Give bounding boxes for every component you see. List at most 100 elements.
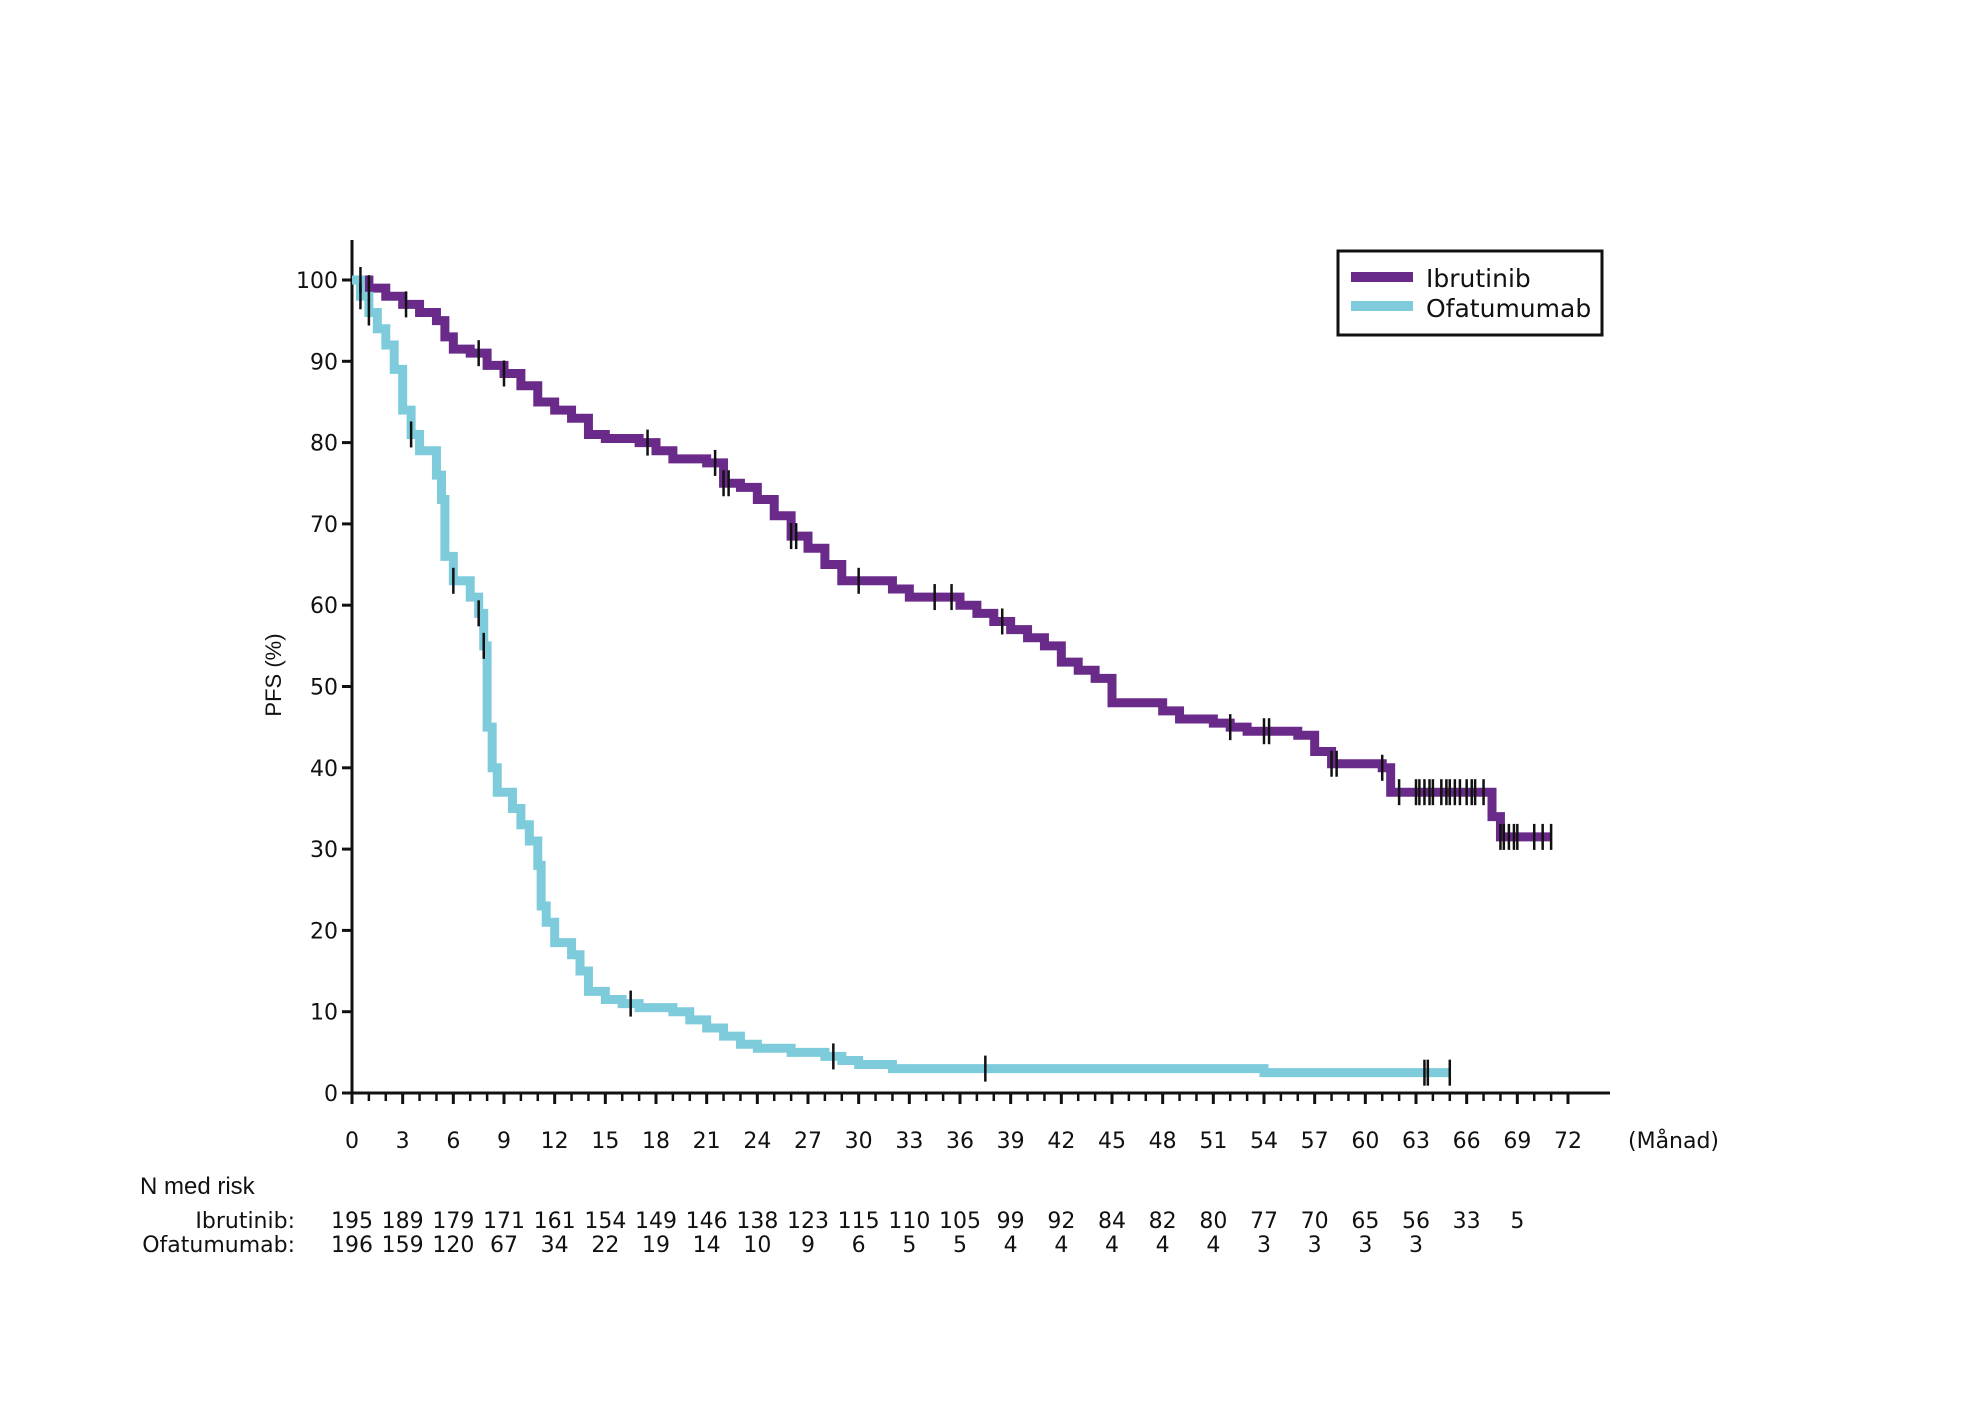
legend-label-ibrutinib: Ibrutinib (1426, 264, 1531, 293)
risk-value-ofatumumab: 5 (953, 1233, 967, 1258)
risk-value-ibrutinib: 56 (1402, 1209, 1430, 1234)
x-tick-label: 18 (642, 1129, 670, 1154)
risk-value-ibrutinib: 99 (997, 1209, 1025, 1234)
risk-row-label-ibrutinib: Ibrutinib: (195, 1209, 295, 1234)
x-tick-label: 39 (997, 1129, 1025, 1154)
risk-value-ofatumumab: 5 (902, 1233, 916, 1258)
risk-value-ibrutinib: 33 (1453, 1209, 1481, 1234)
legend-swatch-ofatumumab (1351, 301, 1413, 311)
risk-value-ibrutinib: 146 (686, 1209, 728, 1234)
risk-value-ibrutinib: 179 (432, 1209, 474, 1234)
x-tick-label: 69 (1503, 1129, 1531, 1154)
y-tick-label: 60 (310, 594, 338, 619)
risk-value-ibrutinib: 171 (483, 1209, 525, 1234)
risk-value-ofatumumab: 6 (852, 1233, 866, 1258)
y-tick-label: 20 (310, 919, 338, 944)
risk-value-ibrutinib: 65 (1351, 1209, 1379, 1234)
x-tick-label: 36 (946, 1129, 974, 1154)
x-tick-label: 15 (591, 1129, 619, 1154)
x-tick-label: 33 (895, 1129, 923, 1154)
curve-ibrutinib (352, 275, 1552, 842)
risk-value-ibrutinib: 77 (1250, 1209, 1278, 1234)
risk-table-heading: N med risk (140, 1173, 256, 1200)
risk-value-ibrutinib: 115 (838, 1209, 880, 1234)
x-tick-label: 0 (345, 1129, 359, 1154)
x-tick-label: 48 (1149, 1129, 1177, 1154)
risk-value-ofatumumab: 3 (1308, 1233, 1322, 1258)
risk-value-ofatumumab: 14 (693, 1233, 721, 1258)
risk-value-ibrutinib: 161 (534, 1209, 576, 1234)
x-tick-label: 42 (1047, 1129, 1075, 1154)
x-axis-label: (Månad) (1628, 1128, 1719, 1154)
risk-value-ofatumumab: 22 (591, 1233, 619, 1258)
y-tick-label: 50 (310, 676, 338, 701)
risk-value-ofatumumab: 9 (801, 1233, 815, 1258)
risk-value-ibrutinib: 92 (1047, 1209, 1075, 1234)
x-tick-label: 9 (497, 1129, 511, 1154)
legend-box (1336, 249, 1604, 337)
x-tick-label: 54 (1250, 1129, 1278, 1154)
risk-value-ibrutinib: 82 (1149, 1209, 1177, 1234)
x-tick-label: 57 (1301, 1129, 1329, 1154)
x-tick-label: 24 (743, 1129, 771, 1154)
risk-value-ibrutinib: 105 (939, 1209, 981, 1234)
risk-value-ofatumumab: 3 (1409, 1233, 1423, 1258)
risk-value-ibrutinib: 195 (331, 1209, 373, 1234)
risk-value-ofatumumab: 4 (1105, 1233, 1119, 1258)
y-tick-label: 0 (324, 1082, 338, 1107)
risk-value-ofatumumab: 67 (490, 1233, 518, 1258)
risk-value-ibrutinib: 138 (736, 1209, 778, 1234)
risk-row-label-ofatumumab: Ofatumumab: (142, 1233, 295, 1258)
x-tick-label: 60 (1351, 1129, 1379, 1154)
x-tick-label: 12 (541, 1129, 569, 1154)
x-tick-label: 63 (1402, 1129, 1430, 1154)
risk-value-ibrutinib: 84 (1098, 1209, 1126, 1234)
risk-value-ibrutinib: 189 (382, 1209, 424, 1234)
risk-value-ofatumumab: 159 (382, 1233, 424, 1258)
x-tick-label: 30 (845, 1129, 873, 1154)
risk-value-ofatumumab: 4 (1054, 1233, 1068, 1258)
legend-swatch-ibrutinib (1351, 272, 1413, 282)
x-tick-label: 72 (1554, 1129, 1582, 1154)
risk-value-ofatumumab: 34 (541, 1233, 569, 1258)
risk-value-ibrutinib: 154 (584, 1209, 626, 1234)
risk-value-ofatumumab: 19 (642, 1233, 670, 1258)
x-tick-label: 6 (446, 1129, 460, 1154)
risk-value-ofatumumab: 120 (432, 1233, 474, 1258)
y-tick-label: 40 (310, 757, 338, 782)
y-tick-label: 80 (310, 432, 338, 457)
risk-value-ofatumumab: 3 (1257, 1233, 1271, 1258)
risk-value-ofatumumab: 3 (1358, 1233, 1372, 1258)
x-tick-label: 45 (1098, 1129, 1126, 1154)
curve-ofatumumab (352, 275, 1450, 1078)
x-tick-label: 66 (1453, 1129, 1481, 1154)
risk-value-ibrutinib: 70 (1301, 1209, 1329, 1234)
risk-value-ibrutinib: 123 (787, 1209, 829, 1234)
y-tick-label: 30 (310, 838, 338, 863)
risk-value-ofatumumab: 4 (1206, 1233, 1220, 1258)
risk-value-ibrutinib: 110 (888, 1209, 930, 1234)
risk-values: 195 189 179 171 161 154 149 146 138 123 115 110 105 9… (331, 1209, 1524, 1258)
legend-label-ofatumumab: Ofatumumab (1426, 294, 1591, 323)
x-tick-label: 27 (794, 1129, 822, 1154)
x-tick-label: 21 (693, 1129, 721, 1154)
legend: Ibrutinib Ofatumumab (1336, 249, 1604, 337)
y-tick-label: 70 (310, 513, 338, 538)
y-tick-label: 100 (296, 269, 338, 294)
risk-value-ofatumumab: 4 (1004, 1233, 1018, 1258)
risk-value-ibrutinib: 80 (1199, 1209, 1227, 1234)
y-axis-label: PFS (%) (261, 633, 286, 716)
censor-marks (359, 267, 1553, 1086)
risk-value-ofatumumab: 196 (331, 1233, 373, 1258)
risk-value-ibrutinib: 149 (635, 1209, 677, 1234)
risk-value-ibrutinib: 5 (1510, 1209, 1524, 1234)
x-tick-label: 51 (1199, 1129, 1227, 1154)
x-tick-label: 3 (396, 1129, 410, 1154)
curves (351, 275, 1552, 1078)
risk-value-ofatumumab: 10 (743, 1233, 771, 1258)
risk-value-ofatumumab: 4 (1156, 1233, 1170, 1258)
y-tick-label: 10 (310, 1001, 338, 1026)
y-tick-label: 90 (310, 350, 338, 375)
